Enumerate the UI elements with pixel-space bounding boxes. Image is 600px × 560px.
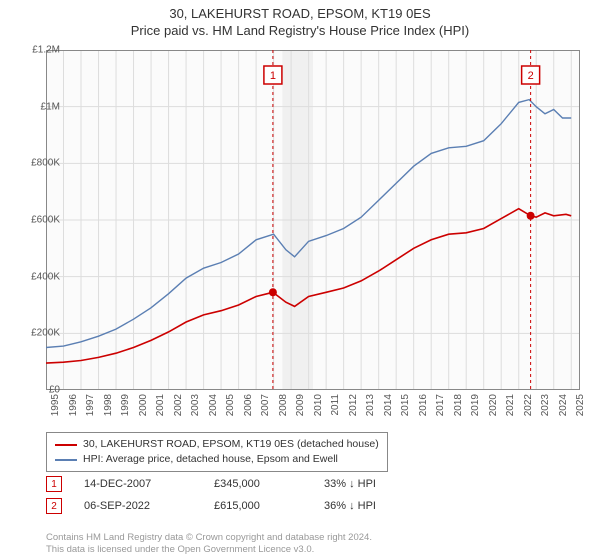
footer: Contains HM Land Registry data © Crown c… [46,532,372,556]
sale-date: 14-DEC-2007 [84,478,214,490]
x-tick-label: 2016 [418,394,429,416]
x-tick-label: 2010 [313,394,324,416]
sale-delta: 33% ↓ HPI [324,478,424,490]
x-tick-label: 1996 [68,394,79,416]
x-tick-label: 2025 [575,394,586,416]
sale-marker-icon: 2 [46,498,62,514]
y-tick-label: £1.2M [20,45,60,56]
legend-item: HPI: Average price, detached house, Epso… [55,452,379,467]
y-tick-label: £600K [20,215,60,226]
sale-price: £615,000 [214,500,324,512]
x-tick-label: 2020 [488,394,499,416]
x-tick-label: 2013 [365,394,376,416]
x-tick-label: 2000 [138,394,149,416]
x-tick-label: 2018 [453,394,464,416]
footer-line-2: This data is licensed under the Open Gov… [46,544,372,556]
x-tick-label: 2011 [330,394,341,416]
chart-container: 30, LAKEHURST ROAD, EPSOM, KT19 0ES Pric… [0,0,600,560]
x-tick-label: 2005 [225,394,236,416]
x-tick-label: 2017 [435,394,446,416]
sale-row: 2 06-SEP-2022£615,00036% ↓ HPI [46,498,424,514]
x-tick-label: 2022 [523,394,534,416]
legend-swatch [55,459,77,461]
x-tick-label: 1995 [50,394,61,416]
chart-area: 12 [46,50,580,390]
legend: 30, LAKEHURST ROAD, EPSOM, KT19 0ES (det… [46,432,388,472]
legend-item: 30, LAKEHURST ROAD, EPSOM, KT19 0ES (det… [55,437,379,452]
x-tick-label: 2006 [243,394,254,416]
x-tick-label: 2021 [505,394,516,416]
sale-price: £345,000 [214,478,324,490]
sales-table: 1 14-DEC-2007£345,00033% ↓ HPI 2 06-SEP-202… [46,476,424,520]
x-tick-label: 2014 [383,394,394,416]
x-tick-label: 2001 [155,394,166,416]
title-block: 30, LAKEHURST ROAD, EPSOM, KT19 0ES Pric… [0,0,600,38]
y-tick-label: £1M [20,101,60,112]
x-tick-label: 2002 [173,394,184,416]
y-tick-label: £200K [20,328,60,339]
y-tick-label: £800K [20,158,60,169]
sale-date: 06-SEP-2022 [84,500,214,512]
x-tick-label: 2015 [400,394,411,416]
sale-delta: 36% ↓ HPI [324,500,424,512]
x-tick-label: 2009 [295,394,306,416]
x-tick-label: 2004 [208,394,219,416]
x-tick-label: 2019 [470,394,481,416]
footer-line-1: Contains HM Land Registry data © Crown c… [46,532,372,544]
x-tick-label: 2003 [190,394,201,416]
svg-text:1: 1 [270,70,276,82]
x-tick-label: 1999 [120,394,131,416]
legend-swatch [55,444,77,446]
title-sub: Price paid vs. HM Land Registry's House … [0,23,600,38]
svg-text:2: 2 [528,70,534,82]
y-tick-label: £400K [20,271,60,282]
x-tick-label: 2007 [260,394,271,416]
x-tick-label: 2024 [558,394,569,416]
title-main: 30, LAKEHURST ROAD, EPSOM, KT19 0ES [0,6,600,21]
legend-label: 30, LAKEHURST ROAD, EPSOM, KT19 0ES (det… [83,437,379,452]
x-tick-label: 1997 [85,394,96,416]
sale-marker-icon: 1 [46,476,62,492]
x-tick-label: 2008 [278,394,289,416]
x-tick-label: 2023 [540,394,551,416]
line-chart: 12 [46,50,580,390]
sale-row: 1 14-DEC-2007£345,00033% ↓ HPI [46,476,424,492]
legend-label: HPI: Average price, detached house, Epso… [83,452,338,467]
x-tick-label: 2012 [348,394,359,416]
x-tick-label: 1998 [103,394,114,416]
